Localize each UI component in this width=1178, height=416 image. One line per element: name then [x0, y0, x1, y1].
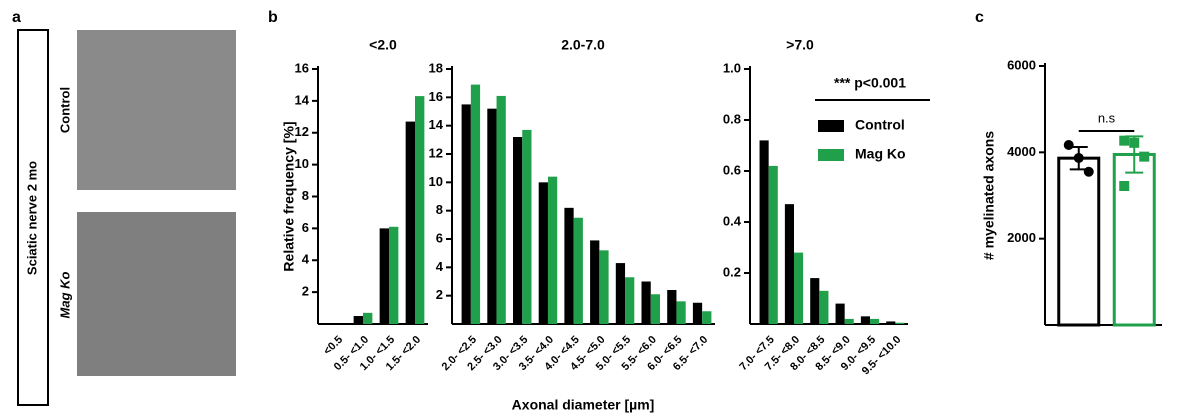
bar — [895, 323, 904, 324]
y-tick-label: 4 — [302, 252, 310, 267]
micrograph — [77, 30, 236, 190]
bar — [539, 182, 548, 324]
y-tick-label: 6000 — [1007, 57, 1036, 72]
bar — [845, 319, 854, 324]
y-axis-label: # myelinated axons — [981, 131, 997, 260]
y-tick-label: 16 — [429, 89, 443, 104]
bar — [513, 137, 522, 324]
y-tick-label: 0.6 — [723, 162, 741, 177]
annotation: *** p<0.001 — [834, 75, 906, 91]
bar — [380, 228, 389, 324]
bar — [354, 316, 363, 324]
figure: a Sciatic nerve 2 mo Control Mag Ko b c … — [0, 0, 1178, 416]
bar — [406, 122, 415, 324]
y-tick-label: 4000 — [1007, 144, 1036, 159]
bar — [625, 277, 634, 324]
y-tick-label: 2 — [302, 284, 309, 299]
bar — [574, 218, 583, 324]
bar — [415, 96, 424, 324]
y-tick-label: 8 — [436, 202, 443, 217]
bar — [760, 140, 769, 324]
bar — [590, 240, 599, 324]
y-tick-label: 1.0 — [723, 60, 741, 75]
bar — [769, 166, 778, 324]
bar — [471, 85, 480, 324]
bar — [794, 253, 803, 324]
y-tick-label: 2000 — [1007, 230, 1036, 245]
bar — [548, 177, 557, 324]
data-point — [1119, 136, 1129, 146]
data-point — [1084, 167, 1094, 177]
bar — [667, 290, 676, 324]
legend-label: Mag Ko — [855, 146, 906, 162]
bar — [785, 204, 794, 324]
bar — [616, 263, 625, 324]
panel-label: b — [268, 9, 278, 26]
bar — [363, 313, 372, 324]
y-tick-label: 14 — [295, 92, 310, 107]
data-point — [1139, 152, 1149, 162]
bar — [389, 227, 398, 324]
y-tick-label: 4 — [436, 259, 444, 274]
legend-label: Control — [855, 117, 905, 133]
bar — [702, 311, 711, 324]
y-tick-label: 0.4 — [723, 213, 742, 228]
y-tick-label: 12 — [429, 145, 443, 160]
bar — [487, 109, 496, 324]
y-axis-label: Relative frequency [%] — [281, 121, 297, 271]
annotation: n.s — [1098, 110, 1116, 125]
chart-title: >7.0 — [786, 37, 814, 53]
x-axis-label: Axonal diameter [µm] — [512, 397, 655, 413]
y-tick-label: 16 — [295, 60, 309, 75]
micrograph — [77, 212, 236, 376]
legend-swatch — [818, 149, 844, 161]
bar — [861, 316, 870, 324]
y-tick-label: 0.2 — [723, 264, 741, 279]
bar — [641, 282, 650, 325]
bar — [564, 208, 573, 324]
row-label: Control — [57, 87, 72, 133]
y-tick-label: 10 — [429, 174, 443, 189]
bar — [1059, 158, 1099, 325]
y-tick-label: 6 — [302, 220, 309, 235]
bar — [886, 321, 895, 324]
data-point — [1074, 153, 1084, 163]
y-tick-label: 6 — [436, 230, 443, 245]
bar — [522, 130, 531, 324]
bar — [836, 304, 845, 324]
data-point — [1129, 138, 1139, 148]
y-tick-label: 0.8 — [723, 111, 741, 126]
legend-swatch — [818, 120, 844, 132]
y-tick-label: 18 — [429, 60, 443, 75]
bar — [810, 278, 819, 324]
bar — [599, 250, 608, 324]
bar — [651, 294, 660, 324]
bar — [1114, 154, 1154, 325]
y-tick-label: 8 — [302, 188, 309, 203]
chart-title: 2.0-7.0 — [561, 37, 605, 53]
side-label: Sciatic nerve 2 mo — [24, 161, 39, 275]
data-point — [1119, 181, 1129, 191]
bar — [676, 301, 685, 324]
panel-label: c — [975, 9, 984, 26]
data-point — [1064, 140, 1074, 150]
bar — [693, 303, 702, 324]
chart-title: <2.0 — [369, 37, 397, 53]
bar — [819, 291, 828, 324]
panel-label: a — [12, 9, 21, 26]
y-tick-label: 14 — [429, 117, 444, 132]
row-label: Mag Ko — [57, 271, 72, 318]
bar — [462, 104, 471, 324]
bar — [870, 319, 879, 324]
bar — [497, 96, 506, 324]
y-tick-label: 2 — [436, 287, 443, 302]
